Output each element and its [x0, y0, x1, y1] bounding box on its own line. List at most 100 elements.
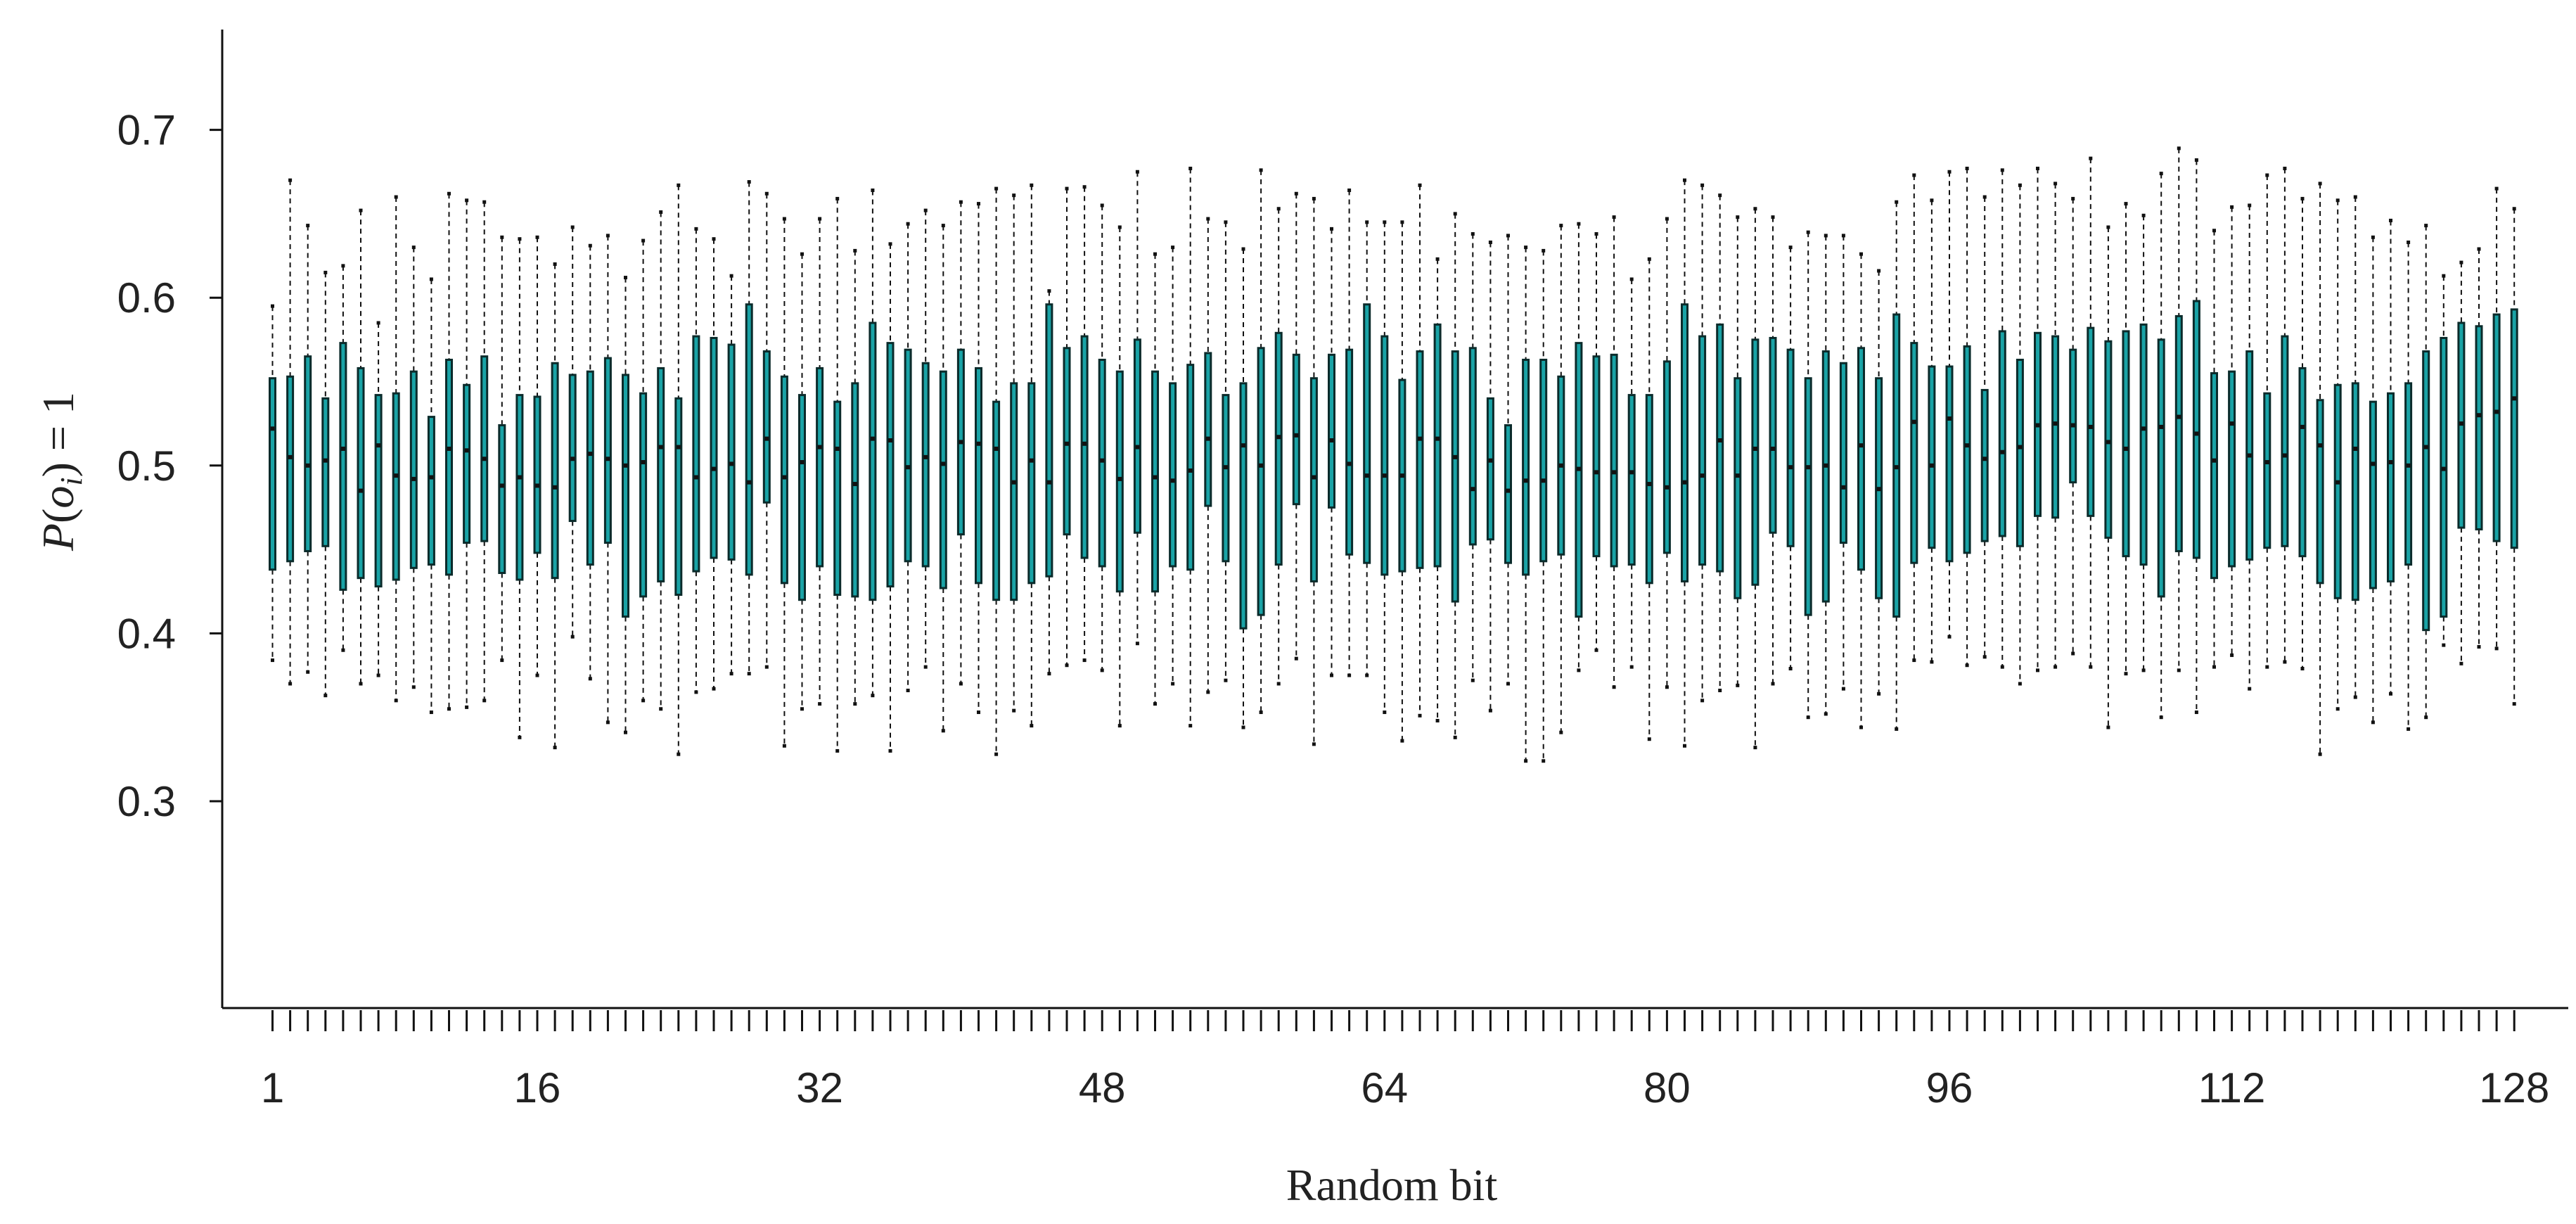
iqr-box — [1098, 358, 1106, 568]
upper-whisker-cap — [588, 243, 592, 248]
x-axis-title: Random bit — [1286, 1160, 1498, 1210]
iqr-box — [816, 366, 824, 568]
iqr-box — [2192, 300, 2200, 559]
lower-whisker-cap — [1065, 663, 1069, 668]
lower-whisker-cap — [818, 702, 822, 706]
lower-whisker-cap — [800, 707, 804, 711]
box-plot-item — [1416, 183, 1424, 718]
upper-whisker-cap — [1047, 289, 1051, 293]
box-plot-item — [1063, 186, 1071, 668]
lower-whisker-cap — [1859, 725, 1863, 729]
median-mark — [941, 461, 946, 466]
lower-whisker-cap — [1647, 737, 1651, 741]
box-plot-item — [1786, 246, 1795, 671]
median-mark — [1470, 487, 1475, 492]
iqr-box — [2210, 372, 2218, 580]
box-plot-item — [2422, 224, 2430, 720]
box-plot-item — [1468, 232, 1477, 682]
upper-whisker-cap — [1594, 232, 1598, 236]
lower-whisker-cap — [1629, 665, 1634, 669]
box-plot-item — [392, 195, 400, 703]
x-ticks: 1 16 32 48 64 80 96 112 128 — [261, 1010, 2549, 1111]
upper-whisker-cap — [2407, 240, 2411, 244]
iqr-box — [1786, 348, 1795, 547]
lower-whisker-cap — [2036, 668, 2039, 672]
upper-whisker-cap — [1736, 215, 1740, 219]
upper-whisker-cap — [2477, 247, 2481, 251]
median-mark — [1735, 473, 1740, 478]
box-plot-item — [2440, 274, 2448, 647]
lower-whisker-cap — [359, 682, 363, 686]
upper-whisker-cap — [341, 264, 345, 268]
upper-whisker-cap — [624, 276, 627, 280]
lower-whisker-cap — [677, 752, 681, 756]
box-plot-item — [2016, 183, 2024, 686]
upper-whisker-cap — [1100, 203, 1104, 208]
iqr-box — [357, 366, 365, 580]
iqr-box — [1592, 355, 1601, 558]
y-axis-title-eq: = 1 — [33, 392, 83, 462]
median-mark — [817, 445, 822, 450]
median-mark — [2000, 450, 2005, 454]
iqr-box — [2387, 392, 2395, 582]
lower-whisker-cap — [465, 705, 469, 709]
box-plot-item — [2475, 247, 2483, 649]
median-mark — [1806, 465, 1811, 470]
upper-whisker-cap — [1912, 173, 1916, 177]
upper-whisker-cap — [2353, 195, 2357, 199]
iqr-box — [2492, 313, 2501, 542]
iqr-box — [1416, 350, 1424, 569]
median-mark — [1771, 446, 1775, 451]
box-plot-item — [2069, 196, 2077, 656]
lower-whisker-cap — [394, 699, 398, 703]
iqr-box — [2475, 325, 2483, 530]
box-plot-item — [374, 321, 383, 677]
iqr-box — [1328, 353, 1335, 509]
lower-whisker-cap — [1524, 759, 1528, 763]
axes — [221, 30, 2568, 1009]
box-plot-item — [869, 188, 877, 698]
box-plot-item — [1098, 203, 1106, 672]
median-mark — [535, 483, 539, 488]
median-mark — [1665, 485, 1670, 490]
median-mark — [1205, 436, 1210, 441]
median-mark — [1576, 466, 1581, 471]
x-tick-label: 48 — [1079, 1064, 1126, 1111]
median-mark — [2459, 421, 2463, 426]
lower-whisker-cap — [1241, 725, 1245, 729]
iqr-box — [1928, 365, 1936, 549]
upper-whisker-cap — [2318, 181, 2322, 186]
iqr-box — [1257, 347, 1265, 616]
lower-whisker-cap — [1188, 724, 1193, 728]
upper-whisker-cap — [1683, 178, 1686, 182]
median-mark — [1506, 488, 1511, 493]
lower-whisker-cap — [535, 673, 539, 677]
iqr-box — [427, 416, 435, 566]
median-mark — [1135, 445, 1140, 450]
lower-whisker-cap — [1171, 682, 1175, 686]
box-plot-item — [1592, 232, 1601, 652]
box-plot-item — [1892, 200, 1901, 731]
box-plot-item — [2457, 260, 2466, 665]
iqr-box — [1769, 336, 1777, 534]
median-mark — [1682, 480, 1687, 485]
median-mark — [411, 476, 416, 481]
lower-whisker-cap — [2159, 715, 2163, 720]
upper-whisker-cap — [1012, 193, 1016, 198]
median-mark — [1859, 443, 1864, 448]
median-mark — [1700, 473, 1705, 478]
box-plot-item — [1821, 234, 1830, 716]
upper-whisker-cap — [694, 227, 698, 231]
upper-whisker-cap — [871, 188, 875, 192]
upper-whisker-cap — [641, 238, 646, 243]
lower-whisker-cap — [2353, 695, 2357, 699]
median-mark — [1347, 461, 1352, 466]
lower-whisker-cap — [1047, 672, 1051, 676]
median-mark — [1294, 433, 1299, 438]
box-plot-item — [515, 237, 524, 739]
median-mark — [712, 466, 716, 471]
lower-whisker-cap — [853, 702, 857, 706]
lower-whisker-cap — [1276, 682, 1281, 686]
median-mark — [394, 473, 399, 478]
box-plot-item — [1010, 193, 1018, 713]
